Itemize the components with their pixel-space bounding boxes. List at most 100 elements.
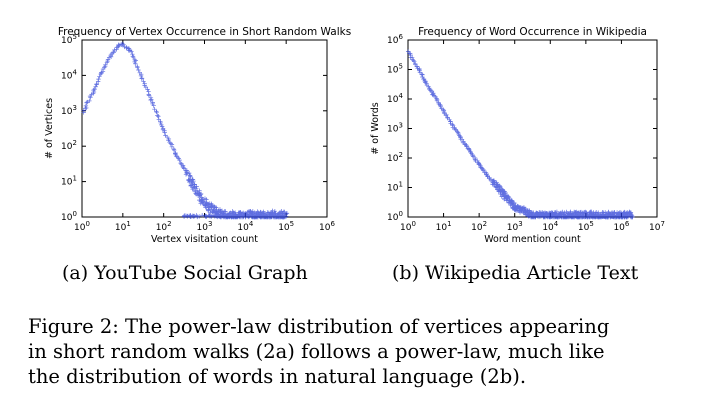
data-point (184, 168, 190, 173)
y-tick-label: 102 (61, 139, 77, 152)
x-tick-label: 107 (649, 220, 665, 233)
data-point (497, 183, 502, 189)
data-point (560, 209, 565, 215)
data-point (608, 214, 613, 219)
data-point (145, 87, 150, 92)
data-point (121, 42, 126, 47)
data-point (268, 214, 273, 219)
data-point (158, 120, 163, 126)
data-point (93, 84, 98, 89)
data-point (153, 109, 159, 114)
data-point (177, 157, 182, 163)
x-axis-label: Vertex visitation count (151, 234, 258, 245)
data-point (105, 57, 111, 62)
data-point (194, 213, 199, 218)
data-point (575, 214, 581, 219)
data-point (613, 213, 619, 218)
data-point (156, 114, 161, 119)
y-tick-label: 104 (61, 68, 77, 81)
data-point (475, 158, 480, 163)
x-tick-label: 105 (278, 220, 294, 233)
y-tick-label: 106 (387, 33, 403, 46)
subcaption-b: (b) Wikipedia Article Text (392, 262, 639, 284)
data-point (92, 86, 97, 92)
data-point (190, 214, 196, 219)
x-tick-label: 100 (400, 220, 416, 233)
data-point (112, 47, 117, 53)
data-point (211, 213, 216, 218)
data-point (279, 208, 284, 214)
data-point (263, 214, 268, 220)
data-point (503, 190, 508, 196)
data-point (171, 146, 177, 152)
data-point (406, 49, 411, 54)
data-point (412, 59, 417, 64)
x-tick-label: 106 (613, 220, 629, 233)
data-point (136, 67, 141, 73)
data-point (194, 186, 199, 191)
data-point (83, 103, 89, 109)
data-point (103, 62, 108, 68)
y-tick-label: 105 (387, 63, 403, 76)
y-tick-label: 103 (387, 122, 403, 135)
data-point (202, 213, 208, 218)
y-tick-label: 103 (61, 104, 77, 117)
x-tick-label: 100 (74, 220, 90, 233)
data-point (131, 54, 136, 60)
data-point (255, 209, 260, 214)
data-point (561, 213, 566, 218)
data-point (96, 76, 101, 82)
data-point (122, 44, 127, 50)
data-point (257, 214, 262, 219)
data-point (138, 73, 144, 79)
data-point (191, 178, 196, 184)
figure-caption-line: the distribution of words in natural lan… (28, 365, 527, 388)
data-point (146, 93, 152, 98)
data-point (269, 214, 274, 220)
data-point (560, 213, 565, 219)
data-point (584, 214, 590, 219)
data-point (542, 214, 547, 219)
scatter-points (406, 49, 635, 220)
data-point (208, 214, 214, 219)
chart-word-occurrence: Frequency of Word Occurrence in Wikipedi… (370, 26, 665, 245)
data-point (141, 79, 146, 84)
y-tick-label: 104 (387, 92, 403, 105)
data-point (221, 213, 226, 218)
data-point (186, 170, 192, 176)
data-point (139, 76, 145, 81)
data-point (196, 214, 202, 219)
chart-vertex-occurrence: Frequency of Vertex Occurrence in Short … (44, 26, 351, 245)
data-point (281, 214, 286, 220)
data-point (91, 87, 96, 93)
data-point (617, 214, 622, 219)
data-point (171, 147, 177, 153)
data-point (84, 105, 89, 111)
x-tick-label: 105 (578, 220, 594, 233)
data-point (97, 74, 102, 79)
data-point (210, 203, 215, 208)
chart-title: Frequency of Word Occurrence in Wikipedi… (418, 26, 647, 38)
data-point (155, 113, 160, 118)
data-point (199, 213, 205, 218)
data-point (454, 129, 460, 134)
data-point (83, 106, 88, 111)
y-tick-label: 101 (387, 181, 403, 194)
data-point (151, 103, 156, 108)
data-point (444, 112, 449, 117)
data-point (178, 160, 183, 166)
data-point (91, 89, 97, 95)
data-point (427, 87, 432, 92)
data-point (114, 47, 119, 52)
y-tick-label: 100 (61, 210, 77, 223)
data-point (247, 213, 252, 219)
data-point (550, 213, 555, 219)
data-point (230, 213, 236, 219)
data-point (133, 61, 138, 66)
data-point (135, 65, 140, 70)
data-point (463, 142, 468, 147)
data-point (188, 174, 193, 180)
y-axis-label: # of Words (370, 102, 381, 155)
data-point (198, 201, 203, 206)
data-point (148, 97, 153, 103)
